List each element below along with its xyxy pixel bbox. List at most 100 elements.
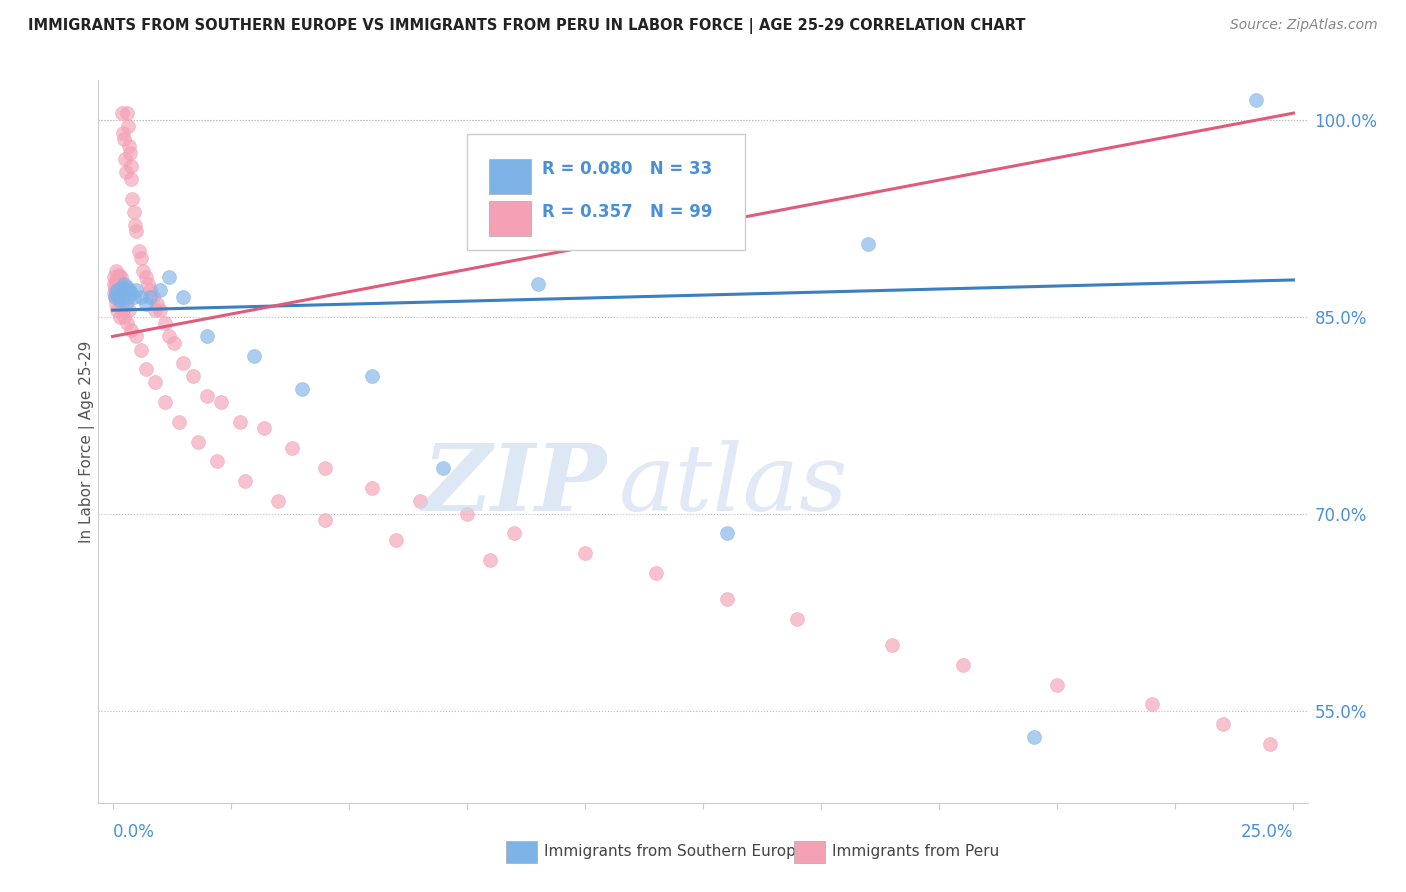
Point: [139, 290, 162, 304]
Text: 0.0%: 0.0%: [112, 822, 155, 840]
Point: [104, 281, 127, 295]
Point: [880, 638, 903, 652]
Point: [111, 126, 134, 140]
Point: [110, 290, 132, 304]
Text: Immigrants from Southern Europe: Immigrants from Southern Europe: [544, 845, 806, 859]
Point: [121, 323, 143, 337]
Point: [432, 460, 454, 475]
Point: [143, 303, 166, 318]
Text: Source: ZipAtlas.com: Source: ZipAtlas.com: [1230, 18, 1378, 32]
Point: [205, 454, 228, 468]
Point: [858, 237, 880, 252]
FancyBboxPatch shape: [489, 159, 531, 194]
Point: [111, 284, 134, 298]
Point: [408, 493, 430, 508]
Point: [105, 264, 128, 278]
Point: [361, 481, 384, 495]
Point: [108, 310, 131, 324]
Point: [129, 251, 152, 265]
Point: [117, 120, 139, 134]
Point: [118, 284, 141, 298]
Point: [121, 192, 143, 206]
Point: [233, 474, 256, 488]
Point: [103, 277, 125, 291]
Point: [1258, 737, 1281, 751]
Point: [125, 329, 148, 343]
Point: [526, 277, 548, 291]
Point: [1140, 698, 1163, 712]
Point: [1212, 717, 1234, 731]
Text: 25.0%: 25.0%: [1241, 822, 1294, 840]
Point: [110, 270, 132, 285]
Point: [108, 286, 131, 301]
Point: [143, 376, 166, 390]
Point: [139, 284, 162, 298]
Point: [105, 290, 128, 304]
Y-axis label: In Labor Force | Age 25-29: In Labor Force | Age 25-29: [79, 341, 96, 542]
Point: [112, 132, 135, 146]
FancyBboxPatch shape: [489, 201, 531, 235]
Point: [112, 277, 135, 291]
Point: [111, 290, 134, 304]
Point: [114, 165, 136, 179]
Point: [1306, 756, 1329, 771]
Point: [1244, 93, 1267, 107]
Point: [115, 106, 138, 120]
Point: [135, 296, 157, 310]
Point: [135, 362, 157, 376]
Point: [153, 316, 176, 330]
Point: [149, 284, 172, 298]
Point: [142, 290, 165, 304]
Point: [267, 493, 290, 508]
Point: [103, 286, 125, 301]
Point: [253, 421, 276, 435]
Point: [229, 415, 252, 429]
Point: [117, 290, 139, 304]
Point: [314, 460, 336, 475]
Point: [105, 303, 128, 318]
Point: [115, 279, 138, 293]
Point: [503, 526, 526, 541]
Point: [209, 395, 232, 409]
Point: [103, 270, 125, 285]
Point: [952, 657, 974, 672]
Point: [243, 349, 266, 363]
Point: [118, 139, 141, 153]
Text: ZIP: ZIP: [422, 440, 606, 530]
Point: [108, 286, 131, 301]
Text: R = 0.080   N = 33: R = 0.080 N = 33: [543, 160, 713, 178]
Point: [107, 270, 129, 285]
Point: [111, 303, 134, 318]
Point: [135, 270, 157, 285]
Point: [121, 171, 143, 186]
Point: [129, 290, 152, 304]
Point: [112, 310, 135, 324]
Point: [181, 368, 204, 383]
Point: [281, 441, 304, 455]
Point: [120, 159, 142, 173]
Point: [1353, 770, 1375, 784]
Point: [125, 284, 148, 298]
Point: [128, 244, 150, 258]
Point: [385, 533, 408, 547]
Point: [187, 434, 209, 449]
Point: [108, 277, 131, 291]
Point: [574, 546, 596, 560]
Point: [314, 513, 336, 527]
Point: [644, 566, 666, 580]
Point: [122, 204, 145, 219]
Point: [110, 281, 132, 295]
Point: [290, 382, 312, 396]
Point: [115, 316, 138, 330]
Point: [104, 273, 127, 287]
Point: [114, 152, 136, 166]
Point: [361, 368, 384, 383]
Point: [118, 145, 141, 160]
Point: [456, 507, 478, 521]
Point: [195, 388, 218, 402]
Point: [105, 284, 128, 298]
Point: [167, 415, 190, 429]
Point: [108, 268, 131, 282]
Point: [107, 277, 129, 291]
Point: [104, 290, 127, 304]
